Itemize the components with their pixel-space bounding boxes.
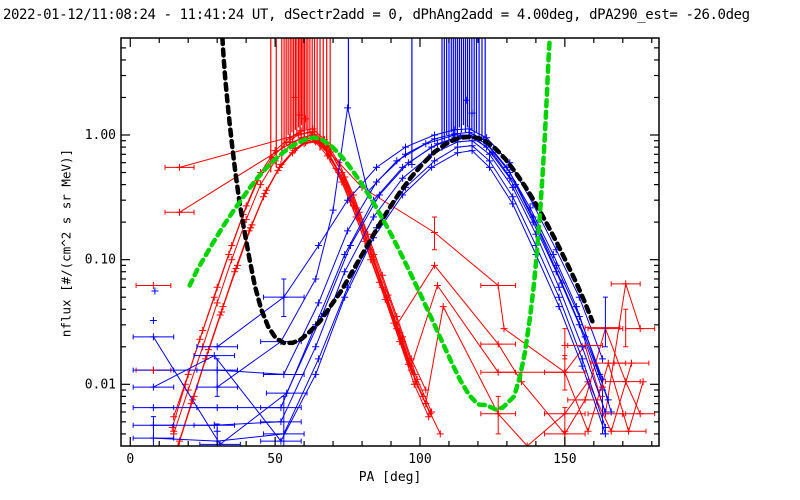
tick-label: 100 bbox=[408, 452, 431, 467]
red-error-spikes bbox=[270, 38, 331, 173]
plot-title: 2022-01-12/11:08:24 - 11:41:24 UT, dSect… bbox=[3, 7, 750, 23]
blue-vbars bbox=[150, 278, 608, 446]
tick-label: 0.01 bbox=[85, 377, 116, 392]
y-axis-label: nflux [#/(cm^2 s sr MeV)] bbox=[58, 148, 74, 338]
blue-points bbox=[149, 96, 476, 435]
green-model-curve bbox=[187, 38, 553, 412]
tick-label: 1.00 bbox=[85, 128, 116, 143]
blue-error-spikes bbox=[347, 38, 486, 165]
plus-markers bbox=[149, 96, 476, 435]
blue-hbars bbox=[132, 294, 308, 446]
axes-frame bbox=[120, 37, 660, 447]
plus-markers bbox=[174, 137, 434, 446]
tick-labels: 0 50 100 150 0.01 0.10 1.00 bbox=[85, 128, 577, 467]
tick-label: 50 bbox=[267, 452, 283, 467]
plus-markers bbox=[176, 133, 421, 388]
tick-label: 0 bbox=[126, 452, 134, 467]
plot-data-area bbox=[132, 38, 656, 446]
red-points bbox=[149, 94, 627, 435]
tick-label: 150 bbox=[553, 452, 576, 467]
x-axis-label: PA [deg] bbox=[358, 470, 422, 485]
plus-markers bbox=[149, 94, 627, 435]
plus-markers bbox=[176, 138, 433, 446]
tick-label: 0.10 bbox=[85, 253, 116, 268]
plus-markers bbox=[176, 135, 436, 445]
black-model-curve bbox=[220, 38, 595, 346]
